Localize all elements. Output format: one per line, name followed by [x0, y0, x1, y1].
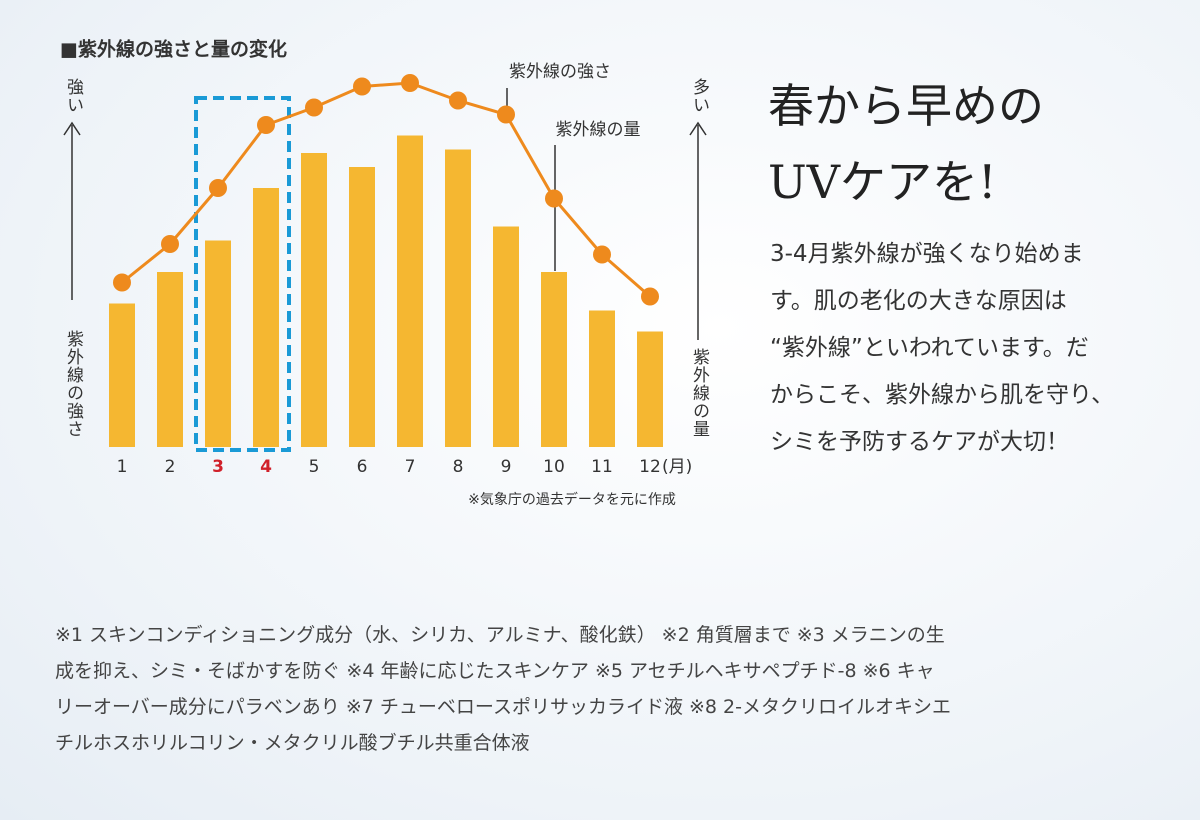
- bar: [109, 303, 135, 447]
- bar: [253, 188, 279, 447]
- x-tick-label: 1: [117, 457, 128, 477]
- body-line: “紫外線”といわれています。だ: [770, 335, 1089, 361]
- x-tick-label: 7: [405, 457, 416, 477]
- line-point: [545, 189, 563, 208]
- line-point: [209, 179, 227, 197]
- body-line: シミを予防するケアが大切！: [770, 429, 1069, 455]
- bar: [445, 149, 471, 447]
- bar: [349, 167, 375, 447]
- line-point: [257, 116, 275, 134]
- bar: [397, 135, 423, 447]
- bar: [589, 310, 615, 447]
- source-note: ※気象庁の過去データを元に作成: [468, 491, 676, 508]
- footnote-line: チルホスホリルコリン・メタクリル酸ブチル共重合体液: [55, 732, 530, 754]
- chart-title: ■紫外線の強さと量の変化: [60, 38, 287, 61]
- x-tick-label: 3: [212, 457, 224, 477]
- x-tick-label: 12: [639, 457, 661, 477]
- line-point: [641, 287, 659, 306]
- right-axis-top: 多い: [689, 78, 709, 114]
- right-axis-label: 紫外線の量: [689, 348, 709, 438]
- bar: [301, 153, 327, 447]
- x-tick-label: 10: [543, 457, 565, 477]
- line-point: [401, 74, 419, 92]
- left-axis-label: 紫外線の強さ: [63, 330, 83, 438]
- x-tick-label: 2: [165, 457, 176, 477]
- line-annotation: 紫外線の強さ: [509, 62, 611, 82]
- line-point: [593, 245, 611, 264]
- arrow-head: [63, 121, 81, 136]
- heading-line: 春から早めの: [768, 79, 1044, 133]
- highlight-box: [194, 96, 291, 452]
- line: [121, 81, 651, 298]
- x-tick-label: 11: [591, 457, 613, 477]
- footnote-line: ※1 スキンコンディショニング成分（水、シリカ、アルミナ、酸化鉄） ※2 角質層…: [55, 624, 945, 646]
- left-axis-top: 強い: [63, 78, 83, 114]
- bar: [493, 226, 519, 447]
- line-point: [161, 235, 179, 253]
- line-point: [353, 77, 371, 96]
- bar-annotation: 紫外線の量: [556, 120, 641, 140]
- x-tick-label: 8: [453, 457, 464, 477]
- bar: [205, 240, 231, 447]
- line-point: [305, 98, 323, 117]
- line-point: [497, 105, 515, 124]
- line-point: [449, 91, 467, 110]
- x-tick-label: 4: [260, 457, 272, 477]
- bar: [541, 272, 567, 447]
- footnote-line: 成を抑え、シミ・そばかすを防ぐ ※4 年齢に応じたスキンケア ※5 アセチルヘキ…: [55, 660, 935, 682]
- chart: ■紫外線の強さと量の変化 紫外線の強さ 紫外線の量 ※気象庁の過去データを元に作…: [60, 38, 707, 508]
- x-unit: (月): [662, 457, 692, 477]
- body-line: 3-4月紫外線が強くなり始めま: [770, 241, 1084, 267]
- x-tick-label: 6: [357, 457, 368, 477]
- body-line: す。肌の老化の大きな原因は: [770, 288, 1067, 314]
- heading-line: UVケアを!: [768, 155, 997, 209]
- footnote-line: リーオーバー成分にパラベンあり ※7 チューベロースポリサッカライド液 ※8 2…: [55, 696, 951, 718]
- x-tick-label: 5: [309, 457, 320, 477]
- body-line: からこそ、紫外線から肌を守り、: [770, 382, 1115, 408]
- arrow-head: [689, 121, 707, 136]
- x-tick-label: 9: [501, 457, 512, 477]
- line-point: [113, 273, 131, 292]
- bar: [157, 272, 183, 447]
- bar: [637, 331, 663, 447]
